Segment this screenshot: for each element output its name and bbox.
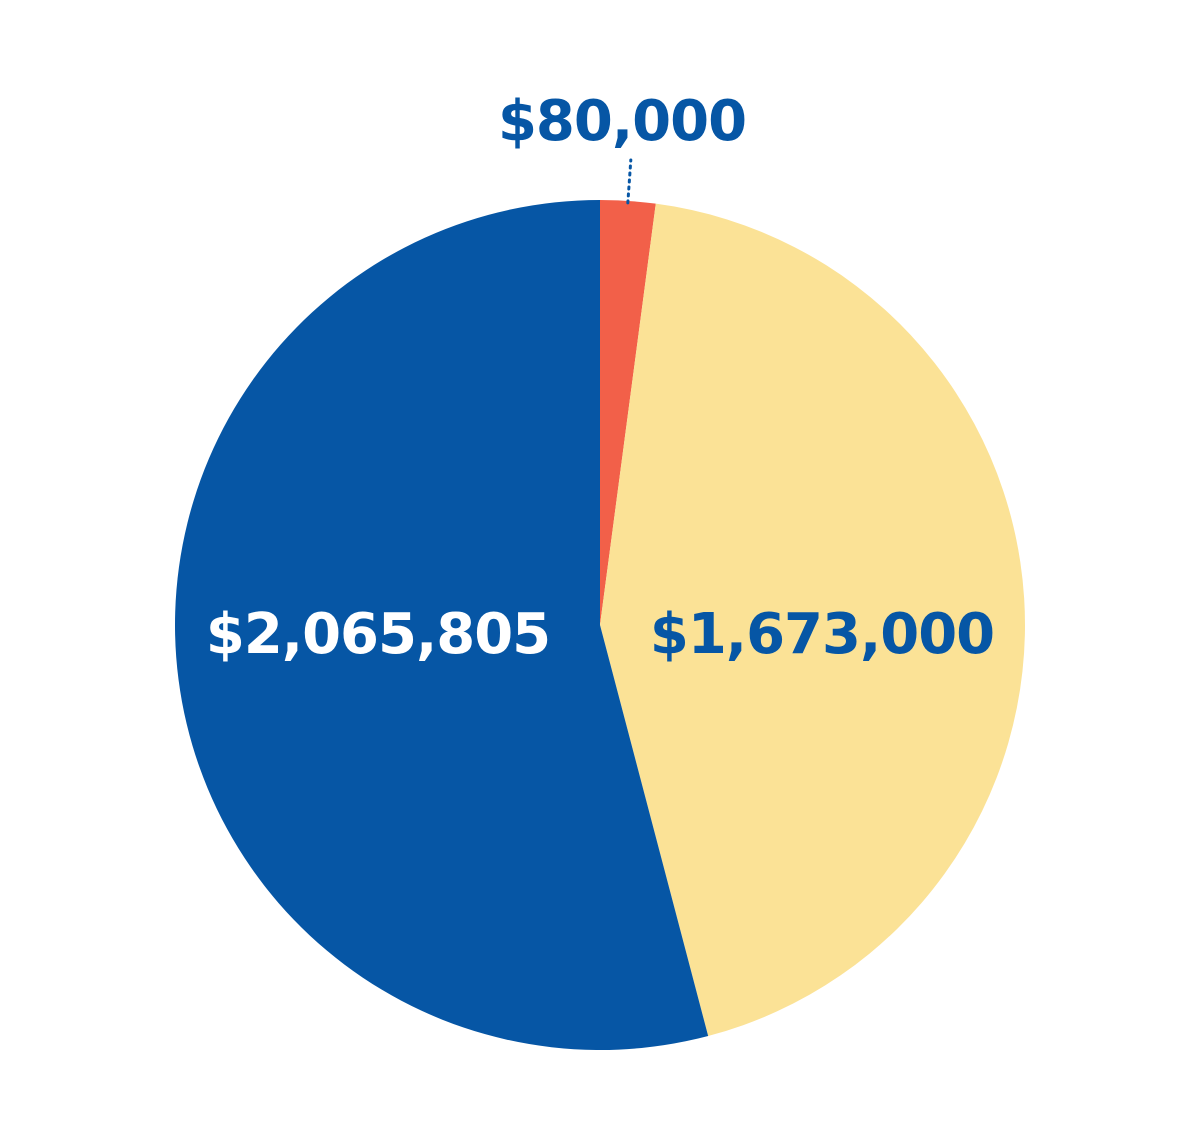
slice-label-small: $80,000 <box>498 89 746 154</box>
slice-label-yellow: $1,673,000 <box>650 602 994 667</box>
slice-label-blue: $2,065,805 <box>206 602 550 667</box>
leader-line-small-slice <box>626 158 633 205</box>
pie-slices <box>174 200 1025 1050</box>
pie-slice-blue <box>174 200 709 1050</box>
slice-labels: $80,000 $1,673,000 $2,065,805 <box>206 89 995 667</box>
pie-slice-yellow <box>600 203 1025 1037</box>
pie-slice-small <box>600 200 656 625</box>
